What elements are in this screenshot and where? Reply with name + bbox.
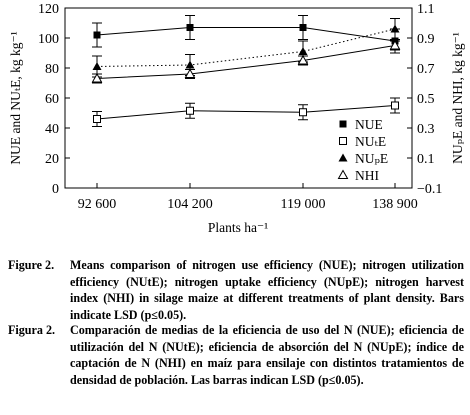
legend-label: NUE xyxy=(355,117,383,132)
y-axis-label-right: NUₚE and NHI, kg kg⁻¹ xyxy=(450,32,465,164)
x-tick-label: 138 900 xyxy=(372,197,418,212)
data-point xyxy=(185,60,195,69)
figure-chart: 0 20 40 60 80 100 120 −0.1 0.1 0.3 0.5 0.7 0.9 1.1 9… xyxy=(8,2,465,235)
series-line xyxy=(96,27,396,42)
y-tick-label-left: 60 xyxy=(45,92,59,107)
data-point xyxy=(93,115,101,123)
y-tick-label-right: 0.9 xyxy=(417,32,435,47)
y-tick-label-left: 100 xyxy=(38,32,59,47)
series-line xyxy=(96,105,396,120)
y-tick-label-right: 0.5 xyxy=(417,92,435,107)
series-line xyxy=(96,45,396,79)
y-tick-label-right: 0.7 xyxy=(417,62,435,77)
legend: NUE NUₜE NUₚE NHI xyxy=(337,117,388,183)
left-axis-ticks: 0 20 40 60 80 100 120 xyxy=(38,2,70,197)
caption-label: Figure 2. xyxy=(8,258,55,272)
caption-text: Means comparison of nitrogen use efficie… xyxy=(70,258,464,322)
data-point xyxy=(389,39,401,50)
data-point xyxy=(297,54,309,65)
data-point xyxy=(391,101,399,110)
legend-label: NUₜE xyxy=(355,134,386,149)
y-axis-label-left: NUE and NUₜE, kg kg⁻¹ xyxy=(8,31,23,164)
x-tick-label: 92 600 xyxy=(78,197,117,212)
y-tick-label-left: 20 xyxy=(45,152,59,167)
y-tick-label-left: 0 xyxy=(52,182,59,197)
y-tick-label-left: 40 xyxy=(45,122,59,137)
data-point xyxy=(390,24,400,33)
x-tick-label: 104 200 xyxy=(167,197,213,212)
data-point xyxy=(299,24,307,31)
legend-marker xyxy=(339,120,347,128)
data-point xyxy=(299,108,307,117)
series-layer xyxy=(91,15,401,127)
right-axis-ticks: −0.1 0.1 0.3 0.5 0.7 0.9 1.1 xyxy=(407,2,442,197)
legend-marker xyxy=(338,153,348,162)
x-axis-label: Plants ha⁻¹ xyxy=(208,220,268,235)
legend-marker xyxy=(339,137,347,145)
y-tick-label-right: 0.1 xyxy=(417,152,435,167)
y-tick-label-right: 1.1 xyxy=(417,2,435,17)
y-tick-label-right: 0.3 xyxy=(417,122,435,137)
legend-marker xyxy=(337,169,349,179)
y-tick-label-left: 120 xyxy=(38,2,59,17)
data-point xyxy=(92,62,102,70)
caption-spanish: Figura 2. Comparación de medias de la ef… xyxy=(8,322,464,388)
caption-label: Figura 2. xyxy=(8,323,56,337)
data-point xyxy=(186,106,194,115)
caption-english: Figure 2. Means comparison of nitrogen u… xyxy=(8,257,464,323)
caption-text: Comparación de medias de la eficiencia d… xyxy=(70,323,464,387)
x-axis-ticks: 92 600 104 200 119 000 138 900 xyxy=(78,183,418,212)
data-point xyxy=(93,31,101,39)
data-point xyxy=(298,47,308,55)
data-point xyxy=(91,72,103,83)
y-tick-label-right: −0.1 xyxy=(417,182,442,197)
legend-label: NUₚE xyxy=(355,151,388,166)
legend-label: NHI xyxy=(355,168,379,183)
y-tick-label-left: 80 xyxy=(45,62,59,77)
data-point xyxy=(186,24,194,31)
data-point xyxy=(184,68,196,78)
x-tick-label: 119 000 xyxy=(281,197,326,212)
